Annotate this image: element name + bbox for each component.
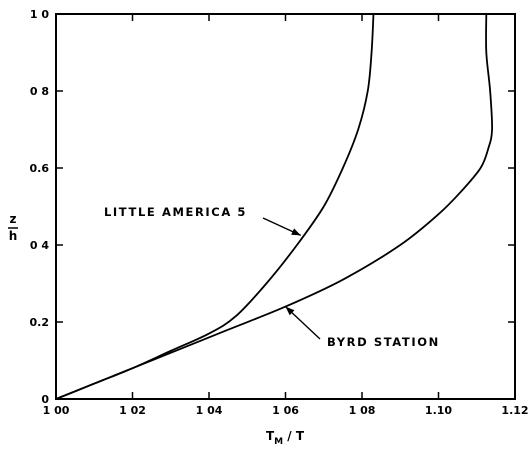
annotation-group: LITTLE AMERICA 5 BYRD STATION [104,205,440,349]
y-tick-label: 0 8 [30,85,49,98]
x-axis-label-rest: / T [283,429,305,443]
y-tick-label: 0.6 [30,162,50,175]
annotation-arrowhead [291,228,301,236]
y-axis-label-denominator: h [9,229,18,243]
x-tick-label: 1 02 [119,404,146,417]
y-tick-label: 0 4 [30,239,49,252]
x-tick-label: 1.10 [425,404,452,417]
annotation-arrowhead [285,306,295,316]
x-tick-label: 1 00 [43,404,70,417]
y-tick-label: 1 0 [30,8,49,21]
x-tick-label: 1 06 [272,404,299,417]
series-line-1 [55,13,493,400]
x-axis-label-main: T [266,429,275,443]
annotation-label: LITTLE AMERICA 5 [104,205,247,219]
ticks-group: 1 00 1 02 1 04 1 06 1 08 1.10 1.12 0 0.2 0 4 0.6 0 … [30,8,529,417]
series-group [55,13,493,400]
y-tick-label: 0 [41,393,49,406]
y-axis-label-numerator: z [10,212,17,226]
x-tick-label: 1 04 [196,404,223,417]
y-tick-label: 0.2 [30,316,50,329]
annotation-label: BYRD STATION [327,335,440,349]
x-axis-label-subscript: M [274,437,283,447]
x-tick-label: 1 08 [349,404,376,417]
x-axis-label: TM / T [266,429,305,447]
y-axis-label: z h [8,212,18,243]
x-tick-label: 1.12 [501,404,528,417]
